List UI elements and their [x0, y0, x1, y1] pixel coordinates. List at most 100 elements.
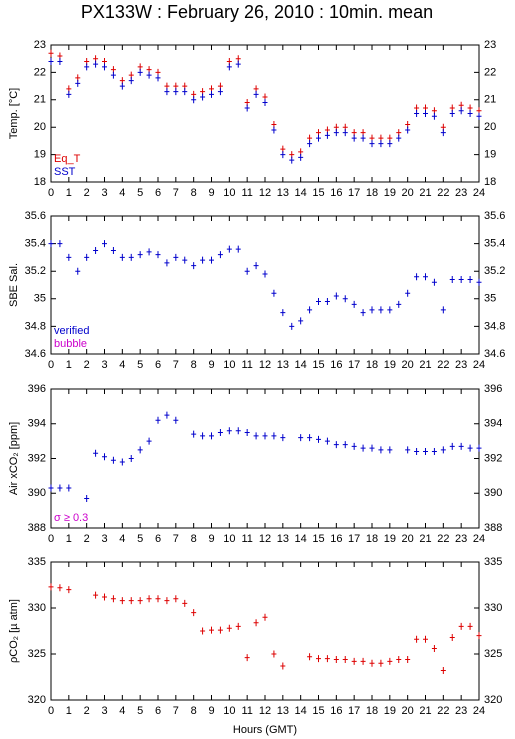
data-point — [405, 126, 411, 134]
y2-tick-label: 392 — [484, 452, 502, 464]
x-tick-label: 11 — [241, 187, 252, 199]
data-point — [235, 60, 241, 68]
x-tick-label: 5 — [137, 705, 143, 717]
x-tick-label: 20 — [402, 533, 414, 545]
data-point — [378, 140, 384, 148]
data-point — [182, 256, 188, 264]
x-tick-label: 16 — [330, 187, 342, 199]
data-point — [102, 593, 107, 601]
data-point — [440, 667, 446, 675]
data-point — [449, 275, 455, 283]
data-point — [84, 63, 90, 71]
data-point — [48, 57, 54, 65]
data-point — [48, 240, 54, 248]
x-tick-label: 23 — [455, 187, 467, 199]
data-point — [235, 622, 241, 630]
data-point — [110, 595, 116, 603]
data-point — [316, 435, 321, 443]
x-tick-label: 15 — [312, 705, 324, 717]
data-point — [369, 306, 375, 314]
x-tick-label: 2 — [84, 533, 90, 545]
data-point — [262, 613, 268, 621]
data-point — [324, 298, 330, 306]
data-point — [280, 309, 286, 317]
x-tick-label: 1 — [66, 705, 72, 717]
data-point — [467, 110, 473, 117]
data-point — [316, 298, 321, 306]
data-point — [119, 82, 125, 90]
data-point — [316, 655, 321, 663]
data-point — [235, 427, 241, 435]
data-point — [209, 256, 214, 264]
x-tick-label: 22 — [437, 533, 449, 545]
data-point — [93, 247, 99, 254]
x-tick-label: 6 — [155, 187, 161, 199]
data-point — [110, 247, 116, 254]
x-tick-label: 13 — [277, 187, 289, 199]
data-point — [414, 448, 420, 456]
data-point — [467, 622, 473, 630]
data-point — [280, 434, 286, 442]
y-tick-label: 19 — [34, 149, 46, 161]
data-point — [262, 99, 268, 107]
data-point — [378, 306, 384, 314]
x-tick-label: 24 — [473, 705, 485, 717]
data-point — [226, 245, 232, 253]
x-tick-label: 2 — [84, 187, 90, 199]
data-point — [423, 273, 428, 281]
x-tick-label: 7 — [173, 533, 179, 545]
x-tick-label: 4 — [119, 705, 125, 717]
data-point — [307, 306, 313, 314]
y-tick-label: 396 — [28, 383, 46, 395]
x-tick-label: 10 — [223, 705, 235, 717]
data-point — [217, 626, 223, 634]
y-tick-label: 35.2 — [25, 265, 46, 277]
y2-tick-label: 320 — [484, 694, 502, 706]
y-tick-label: 34.8 — [25, 320, 46, 332]
x-tick-label: 6 — [155, 533, 161, 545]
data-point — [200, 93, 206, 101]
y-axis-title: ρCO₂ [µ atm] — [8, 599, 20, 663]
x-tick-label: 8 — [191, 359, 197, 371]
data-point — [253, 90, 259, 98]
y-tick-label: 22 — [34, 66, 46, 78]
data-point — [93, 591, 99, 599]
y-tick-label: 325 — [28, 648, 46, 660]
data-point — [476, 278, 482, 286]
data-point — [146, 437, 152, 445]
x-tick-label: 3 — [101, 187, 107, 199]
data-point — [271, 650, 277, 658]
y-tick-label: 35 — [34, 293, 46, 305]
x-tick-label: 7 — [173, 187, 179, 199]
y-tick-label: 394 — [28, 418, 46, 430]
x-tick-label: 18 — [366, 533, 378, 545]
x-tick-label: 0 — [48, 533, 54, 545]
x-tick-label: 11 — [241, 359, 252, 371]
data-point — [75, 79, 81, 87]
x-tick-label: 16 — [330, 705, 342, 717]
data-point — [316, 134, 321, 142]
x-tick-label: 21 — [419, 533, 431, 545]
data-point — [333, 129, 339, 137]
x-tick-label: 10 — [223, 359, 235, 371]
x-tick-label: 24 — [473, 359, 485, 371]
data-point — [191, 609, 197, 617]
x-tick-label: 15 — [312, 533, 324, 545]
data-point — [431, 448, 437, 456]
data-point — [298, 317, 304, 325]
x-tick-label: 19 — [384, 359, 396, 371]
data-point — [423, 448, 428, 456]
x-tick-label: 13 — [277, 705, 289, 717]
data-point — [200, 256, 206, 264]
data-point — [226, 624, 232, 632]
x-tick-label: 11 — [241, 705, 252, 717]
data-point — [405, 446, 411, 454]
x-tick-label: 19 — [384, 705, 396, 717]
data-point — [191, 96, 197, 104]
x-tick-label: 4 — [119, 359, 125, 371]
y2-tick-label: 22 — [484, 66, 496, 78]
data-point — [102, 63, 107, 71]
x-tick-label: 23 — [455, 359, 467, 371]
data-point — [378, 446, 384, 454]
